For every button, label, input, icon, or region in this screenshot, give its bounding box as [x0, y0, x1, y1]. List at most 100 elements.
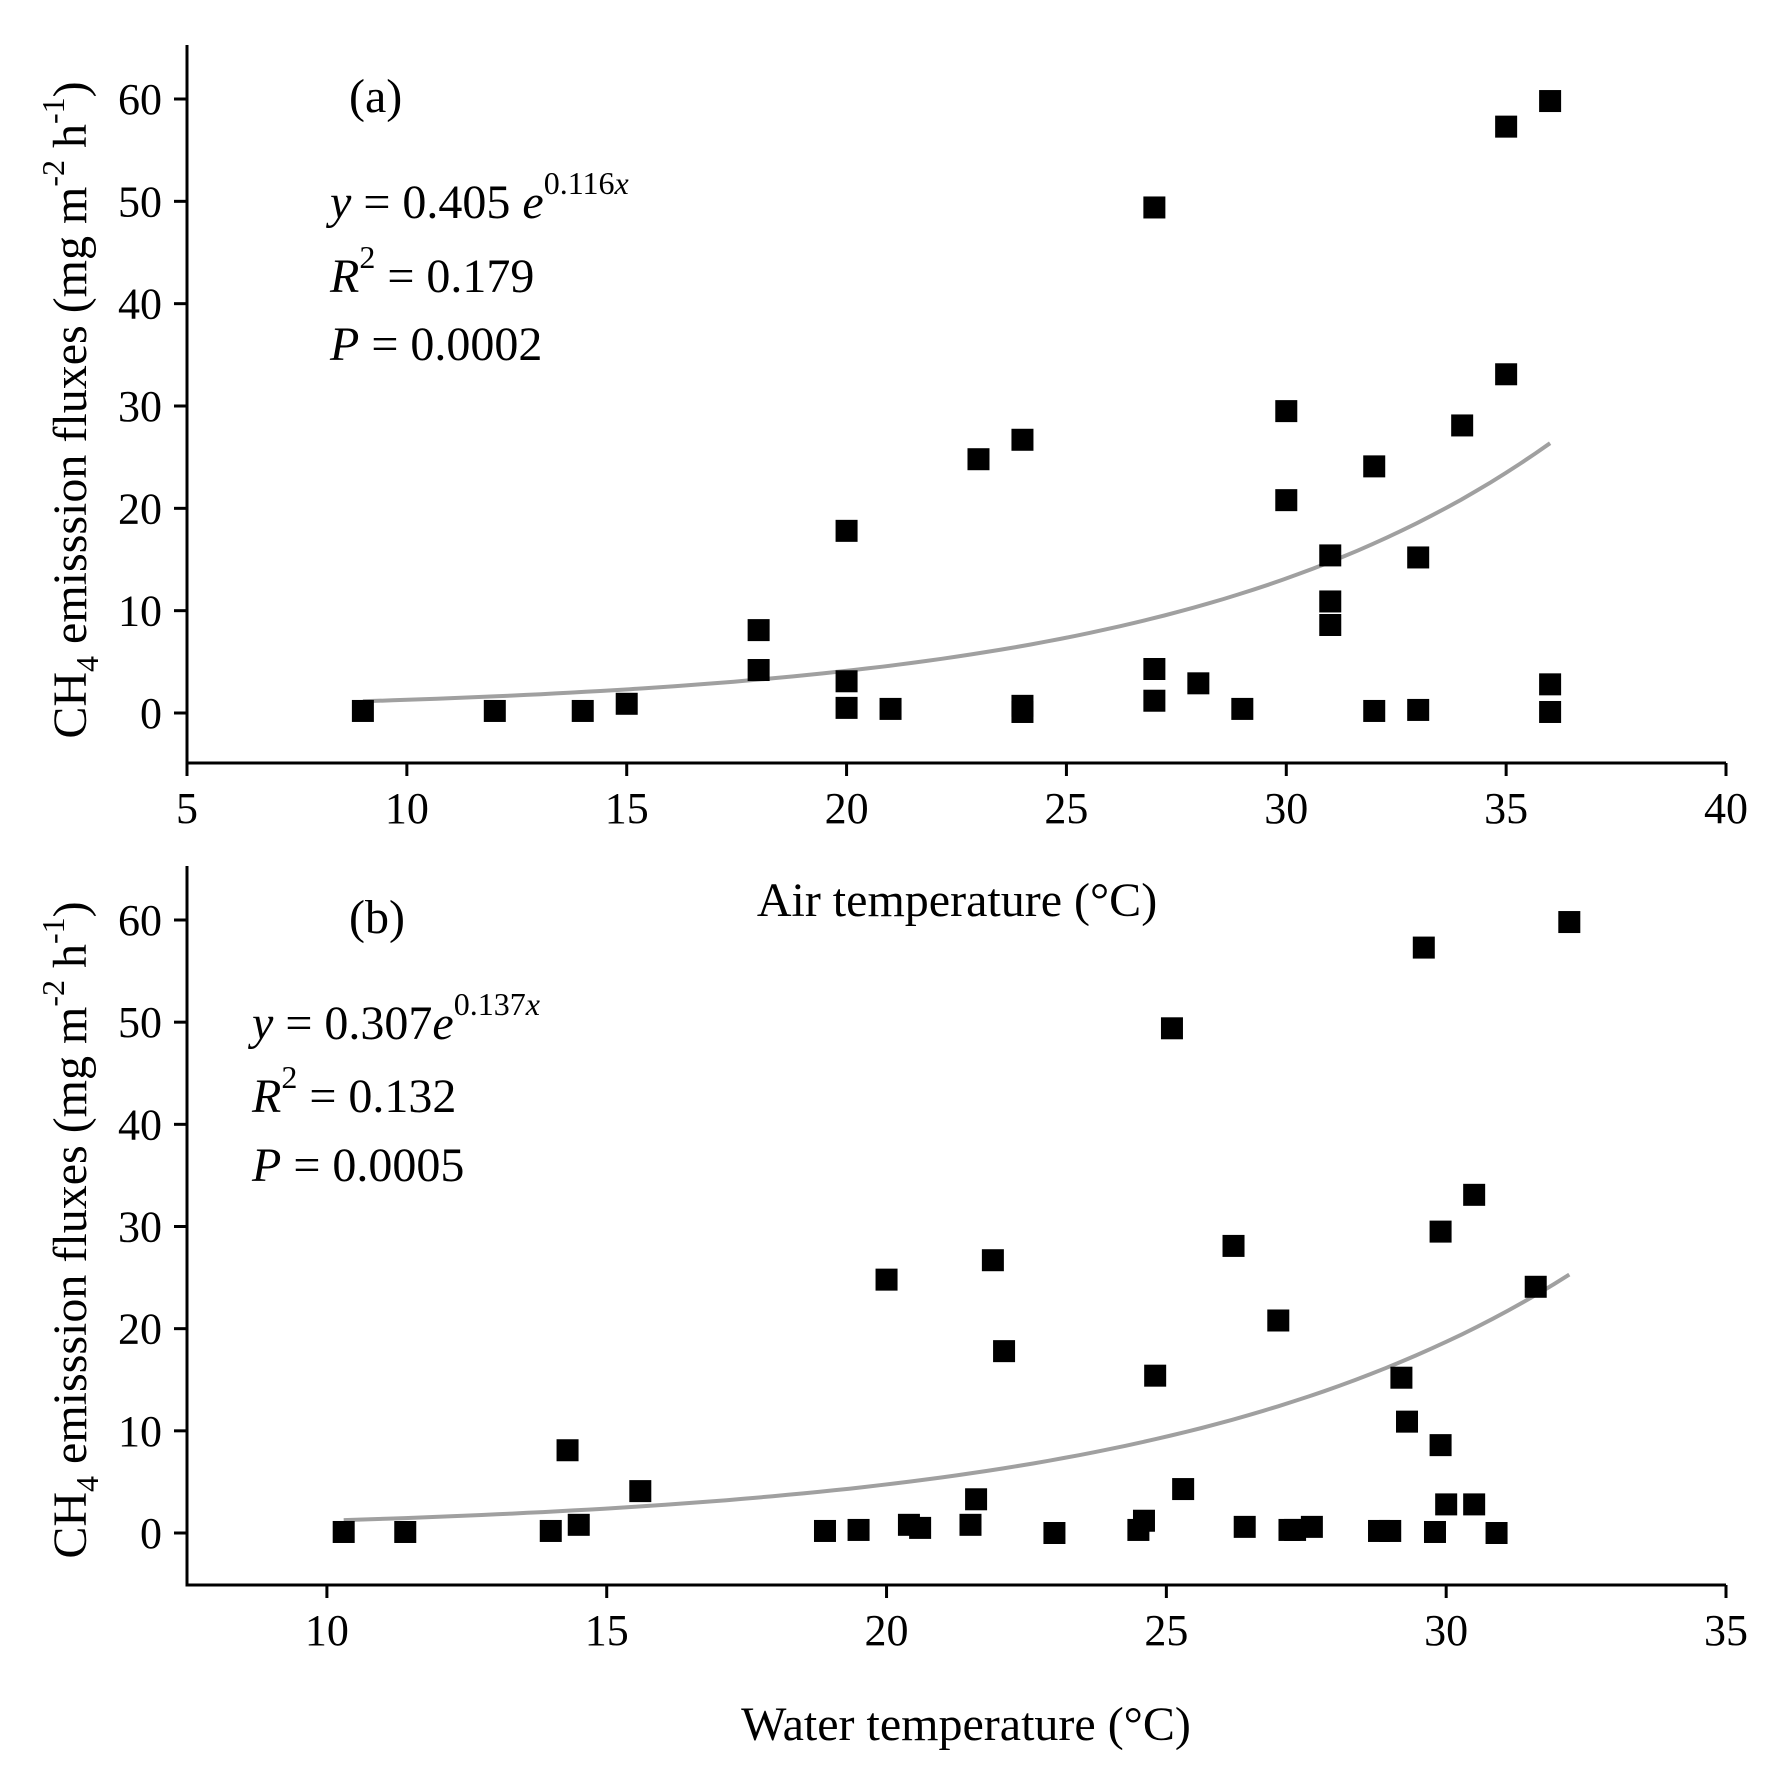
panel-b-data-point — [394, 1520, 417, 1543]
panel-b-y-tick-label: 20 — [118, 1305, 162, 1354]
panel-a-x-tick-label: 20 — [825, 784, 869, 833]
panel-b-data-point — [1043, 1522, 1066, 1544]
panel-b-data-point — [1144, 1364, 1167, 1387]
panel-a-data-point — [615, 692, 638, 715]
panel-a-data-point — [1187, 672, 1210, 695]
panel-a-y-tick-label: 0 — [140, 689, 162, 738]
panel-b-equation: y = 0.307e0.137x — [247, 986, 540, 1050]
panel-b-x-tick-label: 10 — [305, 1606, 349, 1655]
panel-b-data-point — [1463, 1493, 1486, 1516]
panel-b-data-point — [981, 1249, 1004, 1272]
panel-a-data-point — [1539, 700, 1562, 723]
panel-a-p-value: P = 0.0002 — [329, 318, 542, 371]
panel-a-data-point — [1539, 90, 1562, 113]
panel-b-data-point — [629, 1480, 652, 1503]
panel-a-data-point — [1275, 400, 1298, 423]
panel-a-fit-curve — [362, 441, 1552, 704]
panel-a-data-point — [1363, 455, 1386, 478]
panel-b-data-point — [965, 1488, 988, 1511]
panel-a-data-point — [483, 699, 506, 722]
panel-a-data-point — [747, 659, 770, 682]
panel-a-y-tick-label: 20 — [118, 484, 162, 533]
panel-a: 5 10 15 20 25 30 35 40 0 10 20 30 40 50 60 (a) y = 0.… — [35, 45, 1748, 927]
panel-b-data-point — [1222, 1234, 1245, 1257]
panel-b-data-point — [1412, 936, 1435, 959]
panel-b-y-ticks: 0 10 20 30 40 50 60 — [118, 896, 187, 1558]
panel-b: 10 15 20 25 30 35 0 10 20 30 40 50 60 (b) y = 0.307… — [35, 866, 1748, 1751]
panel-a-data-point — [1319, 613, 1342, 636]
panel-a-data-point — [835, 670, 858, 693]
panel-b-data-point — [1267, 1309, 1290, 1332]
panel-a-data-point — [1495, 363, 1518, 386]
panel-b-r-squared: R2 = 0.132 — [251, 1059, 456, 1123]
panel-b-data-point — [959, 1513, 982, 1536]
panel-b-data-point — [1233, 1515, 1256, 1538]
panel-b-x-tick-label: 30 — [1424, 1606, 1468, 1655]
panel-a-data-point — [571, 699, 594, 722]
panel-a-data-point — [835, 519, 858, 542]
panel-a-data-point — [1407, 698, 1430, 721]
panel-b-data-point — [539, 1519, 562, 1542]
panel-a-data-point — [1143, 196, 1166, 219]
panel-b-label: (b) — [349, 891, 405, 944]
panel-a-data-point — [1143, 689, 1166, 712]
panel-a-y-tick-label: 60 — [118, 75, 162, 124]
panel-b-x-ticks: 10 15 20 25 30 35 — [305, 1585, 1748, 1655]
panel-a-data-point — [1143, 657, 1166, 680]
panel-b-fit-curve — [343, 1272, 1571, 1523]
panel-a-y-axis-title: CH4 emisssion fluxes (mg m-2 h-1) — [35, 81, 105, 738]
panel-a-y-ticks: 0 10 20 30 40 50 60 — [118, 75, 187, 738]
panel-b-p-value: P = 0.0005 — [251, 1139, 464, 1192]
panel-a-data-point — [1319, 590, 1342, 613]
panel-a-x-tick-label: 5 — [176, 784, 198, 833]
panel-b-y-tick-label: 60 — [118, 896, 162, 945]
panel-b-data-point — [813, 1519, 836, 1542]
panel-b-x-tick-label: 20 — [865, 1606, 909, 1655]
panel-a-data-point — [747, 619, 770, 642]
panel-a-data-point — [835, 696, 858, 719]
panel-b-data-point — [1379, 1519, 1402, 1542]
panel-b-y-axis-title: CH4 emisssion fluxes (mg m-2 h-1) — [35, 901, 105, 1558]
panel-a-label: (a) — [349, 70, 402, 123]
panel-b-data-point — [909, 1516, 932, 1539]
panel-b-data-point — [847, 1518, 870, 1541]
panel-a-data-point — [1363, 699, 1386, 722]
panel-a-x-tick-label: 25 — [1044, 784, 1088, 833]
panel-a-data-point — [1451, 414, 1474, 437]
panel-a-x-tick-label: 15 — [605, 784, 649, 833]
panel-b-data-point — [1390, 1366, 1413, 1389]
panel-a-points — [351, 90, 1562, 723]
panel-a-data-point — [1275, 489, 1298, 512]
panel-b-data-point — [1429, 1220, 1452, 1243]
panel-a-x-tick-label: 30 — [1264, 784, 1308, 833]
panel-b-data-point — [875, 1268, 898, 1291]
panel-a-y-tick-label: 50 — [118, 177, 162, 226]
panel-a-data-point — [1539, 673, 1562, 696]
panel-b-data-point — [1300, 1515, 1323, 1538]
panel-a-y-tick-label: 40 — [118, 280, 162, 329]
panel-b-x-tick-label: 25 — [1144, 1606, 1188, 1655]
panel-b-data-point — [1429, 1434, 1452, 1457]
panel-b-data-point — [1132, 1509, 1155, 1532]
panel-b-y-tick-label: 10 — [118, 1407, 162, 1456]
panel-a-data-point — [967, 448, 990, 471]
panel-a-data-point — [1011, 700, 1034, 723]
panel-b-x-tick-label: 35 — [1704, 1606, 1748, 1655]
panel-b-data-point — [332, 1520, 355, 1543]
panel-b-data-point — [1396, 1410, 1419, 1433]
panel-b-data-point — [567, 1513, 590, 1536]
panel-b-data-point — [1463, 1183, 1486, 1206]
panel-b-data-point — [1172, 1478, 1195, 1501]
panel-a-x-tick-label: 40 — [1704, 784, 1748, 833]
panel-b-x-axis-title: Water temperature (°C) — [741, 1698, 1191, 1751]
panel-a-data-point — [351, 699, 374, 722]
panel-b-data-point — [1284, 1518, 1307, 1541]
panel-b-data-point — [556, 1439, 579, 1462]
panel-a-y-tick-label: 10 — [118, 587, 162, 636]
panel-a-data-point — [879, 697, 902, 720]
panel-a-y-tick-label: 30 — [118, 382, 162, 431]
panel-a-data-point — [1319, 544, 1342, 567]
panel-a-data-point — [1495, 115, 1518, 138]
panel-a-x-tick-label: 35 — [1484, 784, 1528, 833]
